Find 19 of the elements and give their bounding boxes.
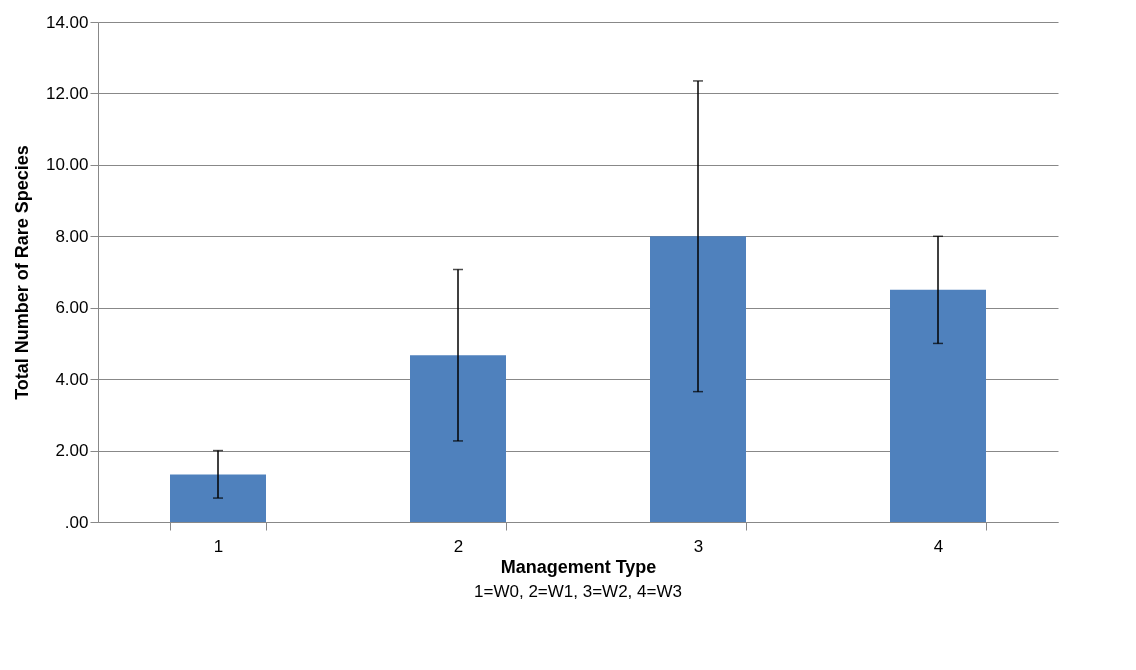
bar bbox=[890, 289, 986, 522]
y-tick-label: 2.00 bbox=[55, 441, 89, 461]
bar bbox=[170, 474, 266, 522]
y-tick-label: 10.00 bbox=[45, 155, 89, 175]
text: 1=W0, 2=W1, 3=W2, 4=W3 bbox=[474, 582, 682, 601]
y-tick-label: 8.00 bbox=[55, 226, 89, 246]
y-tick-label: 4.00 bbox=[55, 369, 89, 389]
y-tick-label: 12.00 bbox=[45, 83, 89, 103]
x-tick-label: 1 bbox=[213, 536, 224, 556]
y-tick-label: .00 bbox=[64, 512, 89, 532]
x-tick-label: 4 bbox=[933, 536, 944, 556]
y-tick-label: 6.00 bbox=[55, 298, 89, 318]
bar bbox=[410, 355, 506, 522]
y-axis-title: Total Number of Rare Species bbox=[11, 145, 32, 400]
y-tick-label: 14.00 bbox=[45, 12, 89, 32]
x-axis-title: Management Type bbox=[500, 556, 657, 577]
x-tick-label: 3 bbox=[693, 536, 704, 556]
bar bbox=[650, 236, 746, 522]
x-tick-label: 2 bbox=[453, 536, 464, 556]
